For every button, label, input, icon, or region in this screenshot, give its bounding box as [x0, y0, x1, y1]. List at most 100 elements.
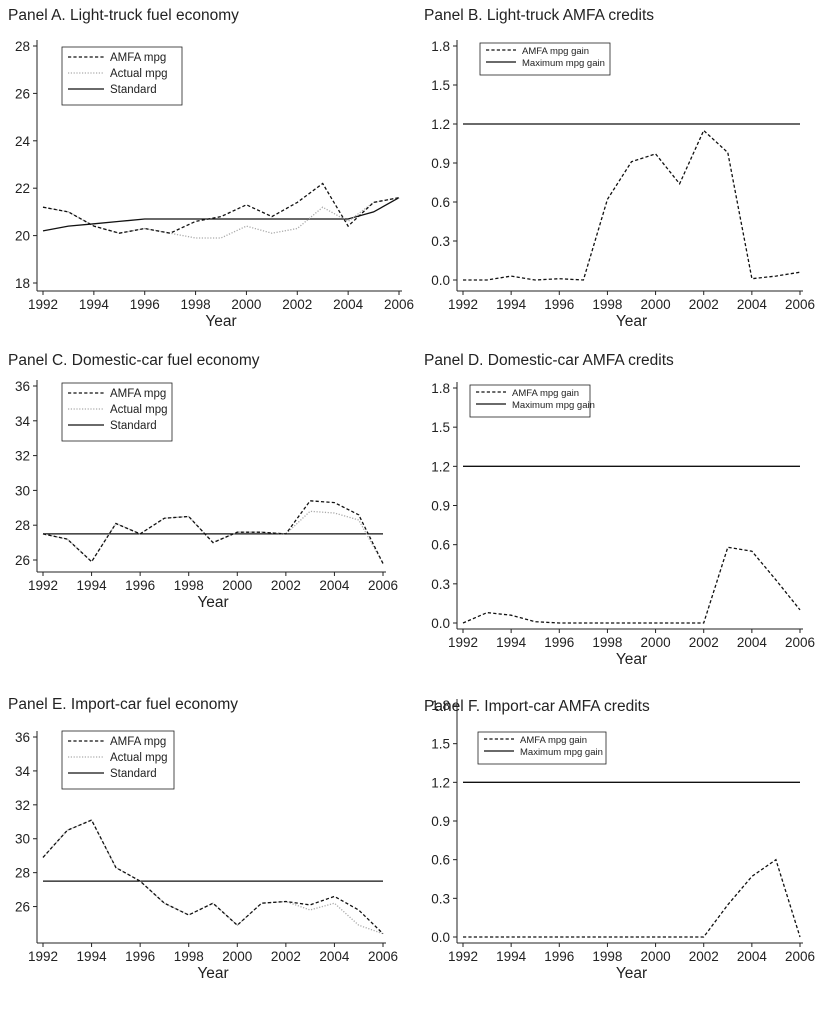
- y-tick-label: 0.6: [431, 195, 450, 210]
- x-tick-label: 1998: [592, 297, 622, 312]
- y-tick-label: 24: [15, 134, 31, 149]
- panel-d: Panel D. Domestic-car AMFA credits 0.0 0.3…: [424, 352, 815, 668]
- legend-label-amfa-mpg-gain: AMFA mpg gain: [522, 46, 589, 57]
- legend-label-actual-mpg: Actual mpg: [110, 752, 168, 764]
- x-tick-label: 1992: [448, 297, 478, 312]
- panel-c: Panel C. Domestic-car fuel economy 26 28 30…: [8, 352, 398, 611]
- x-tick-label: 1996: [125, 949, 155, 964]
- x-tick-label: 2002: [689, 949, 719, 964]
- y-tick-label: 0.9: [431, 156, 450, 171]
- y-tick-label: 26: [15, 86, 30, 101]
- x-tick-label: 1992: [28, 297, 58, 312]
- x-tick-label: 1998: [174, 949, 204, 964]
- panel-b-title: Panel B. Light-truck AMFA credits: [424, 7, 654, 24]
- x-tick-label: 2004: [737, 949, 768, 964]
- series-amfa-mpg-line: [42, 819, 384, 935]
- y-tick-label: 0.6: [431, 853, 450, 868]
- x-tick-label: 1996: [130, 297, 160, 312]
- x-tick-label: 2002: [271, 949, 301, 964]
- x-tick-label: 2000: [641, 635, 671, 650]
- x-tick-label: 1996: [125, 578, 155, 593]
- legend-label-standard: Standard: [110, 84, 157, 96]
- panel-c-title: Panel C. Domestic-car fuel economy: [8, 352, 260, 369]
- legend-label-amfa-mpg: AMFA mpg: [110, 52, 166, 64]
- x-tick-label: 1992: [448, 635, 478, 650]
- y-tick-label: 1.2: [431, 459, 450, 474]
- legend-label-amfa-mpg: AMFA mpg: [110, 736, 166, 748]
- y-tick-label: 32: [15, 798, 30, 813]
- series-amfa-mpg-gain-line: [462, 546, 801, 624]
- legend-label-actual-mpg: Actual mpg: [110, 404, 168, 416]
- y-tick-label: 0.0: [431, 930, 450, 945]
- legend-label-maximum-mpg-gain: Maximum mpg gain: [522, 58, 605, 69]
- x-tick-label: 2000: [641, 297, 671, 312]
- y-tick-label: 32: [15, 449, 30, 464]
- legend-label-amfa-mpg: AMFA mpg: [110, 388, 166, 400]
- y-tick-label: 1.8: [431, 381, 450, 396]
- x-tick-label: 1998: [181, 297, 211, 312]
- panel-e: Panel E. Import-car fuel economy 26 28 30 32…: [8, 696, 398, 982]
- x-tick-label: 2000: [231, 297, 261, 312]
- y-tick-label: 0.0: [431, 273, 450, 288]
- legend: AMFA mpg Actual mpg Standard: [61, 730, 175, 790]
- x-axis-title: Year: [616, 313, 647, 330]
- x-tick-label: 1994: [496, 949, 527, 964]
- x-tick-label: 2006: [785, 949, 815, 964]
- x-axis-title: Year: [205, 313, 236, 330]
- x-tick-label: 1992: [28, 578, 58, 593]
- y-tick-label: 20: [15, 229, 30, 244]
- x-tick-label: 2002: [689, 635, 719, 650]
- y-tick-label: 34: [15, 764, 31, 779]
- panel-f: Panel F. Import-car AMFA credits 0.0 0.3 0.…: [424, 698, 815, 982]
- x-tick-label: 2004: [737, 635, 768, 650]
- series-actual-mpg-line: [42, 819, 384, 935]
- x-tick-label: 2004: [737, 297, 768, 312]
- legend-label-actual-mpg: Actual mpg: [110, 68, 168, 80]
- x-tick-label: 2000: [222, 949, 252, 964]
- legend: AMFA mpg Actual mpg Standard: [61, 46, 183, 106]
- series-amfa-mpg-line: [42, 500, 384, 564]
- x-tick-label: 1996: [544, 949, 574, 964]
- series-amfa-mpg-gain-line: [463, 129, 801, 281]
- x-axis-title: Year: [197, 594, 228, 611]
- y-tick-label: 26: [15, 900, 30, 915]
- y-tick-label: 1.2: [431, 775, 450, 790]
- x-tick-label: 2006: [785, 297, 815, 312]
- legend: AMFA mpg Actual mpg Standard: [61, 382, 173, 442]
- x-axis-title: Year: [616, 651, 647, 668]
- series-standard-line: [42, 197, 400, 232]
- y-tick-label: 1.2: [431, 117, 450, 132]
- x-tick-label: 1994: [496, 635, 527, 650]
- y-tick-label: 30: [15, 832, 30, 847]
- x-axis-title: Year: [616, 965, 647, 982]
- y-tick-label: 18: [15, 276, 30, 291]
- panel-b: Panel B. Light-truck AMFA credits 0.0 0.3 0…: [424, 7, 815, 330]
- x-axis-title: Year: [197, 965, 228, 982]
- y-tick-label: 36: [15, 379, 30, 394]
- x-tick-label: 1996: [544, 635, 574, 650]
- series-actual-mpg-line: [42, 510, 384, 564]
- x-tick-label: 1992: [448, 949, 478, 964]
- y-tick-label: 0.3: [431, 234, 450, 249]
- x-tick-label: 1996: [544, 297, 574, 312]
- legend-label-amfa-mpg-gain: AMFA mpg gain: [520, 735, 587, 746]
- y-tick-label: 1.5: [431, 737, 450, 752]
- x-tick-label: 2002: [689, 297, 719, 312]
- y-tick-label: 22: [15, 181, 30, 196]
- y-tick-label: 36: [15, 730, 30, 745]
- x-tick-label: 1994: [496, 297, 527, 312]
- x-tick-label: 1994: [77, 578, 108, 593]
- y-tick-label: 28: [15, 866, 30, 881]
- x-tick-label: 2000: [222, 578, 252, 593]
- legend-label-amfa-mpg-gain: AMFA mpg gain: [512, 388, 579, 399]
- y-tick-label: 28: [15, 39, 30, 54]
- y-tick-label: 1.5: [431, 420, 450, 435]
- x-tick-label: 1994: [79, 297, 110, 312]
- x-tick-label: 1992: [28, 949, 58, 964]
- x-tick-label: 2006: [384, 297, 414, 312]
- y-tick-label: 26: [15, 553, 30, 568]
- x-tick-label: 1998: [174, 578, 204, 593]
